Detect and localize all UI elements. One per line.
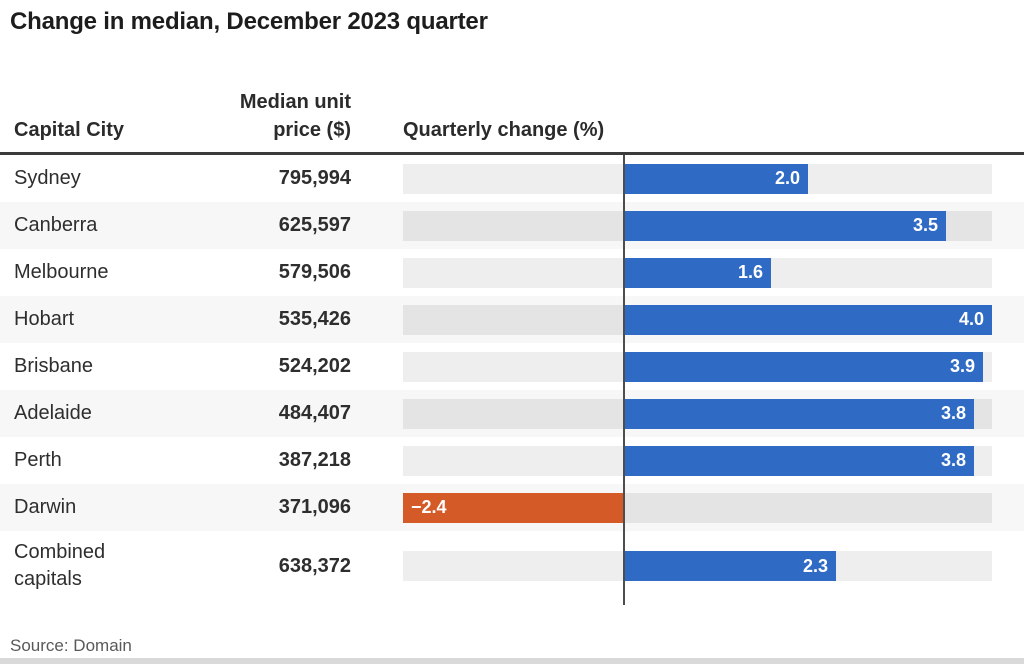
table-row: Melbourne 579,506 1.6	[0, 249, 1024, 296]
bar-track: 1.6	[403, 257, 992, 288]
change-value-label: 2.3	[802, 555, 828, 576]
price-value: 579,506	[278, 261, 351, 283]
bar-track: −2.4	[403, 492, 992, 523]
positive-change-bar: 4.0	[624, 304, 992, 335]
price-value: 524,202	[278, 355, 351, 377]
zero-baseline	[623, 155, 625, 605]
change-value-label: 1.6	[737, 262, 763, 282]
positive-change-bar: 3.5	[624, 210, 946, 241]
city-label: Canberra	[14, 214, 98, 236]
table-row: Perth 387,218 3.8	[0, 437, 1024, 484]
table-row: Brisbane 524,202 3.9	[0, 343, 1024, 390]
column-headers: Capital City Median unit price ($) Quart…	[0, 78, 1024, 152]
bar-track: 3.8	[403, 398, 992, 429]
positive-change-bar: 3.8	[624, 445, 974, 476]
header-median-unit-price-line1: Median unit	[239, 91, 351, 113]
price-value: 795,994	[278, 167, 351, 189]
bar-track: 4.0	[403, 304, 992, 335]
table-row: Sydney 795,994 2.0	[0, 155, 1024, 202]
change-value-label: −2.4	[411, 497, 447, 517]
positive-change-bar: 3.8	[624, 398, 974, 429]
price-value: 371,096	[278, 496, 351, 518]
city-label: Hobart	[14, 308, 75, 330]
city-label: Adelaide	[14, 402, 92, 424]
positive-change-bar: 1.6	[624, 257, 771, 288]
bar-track: 3.5	[403, 210, 992, 241]
header-median-unit-price-line2: price ($)	[273, 119, 351, 141]
price-value: 387,218	[278, 449, 351, 471]
change-value-label: 4.0	[958, 309, 984, 329]
change-value-label: 3.8	[940, 450, 966, 470]
bar-track: 3.9	[403, 351, 992, 382]
source-credit: Source: Domain	[10, 636, 132, 655]
price-value: 625,597	[278, 214, 351, 236]
header-rule	[0, 152, 1024, 155]
change-value-label: 3.5	[912, 215, 938, 235]
bar-track: 3.8	[403, 445, 992, 476]
bar-track: 2.3	[403, 551, 992, 581]
price-value: 638,372	[278, 554, 351, 577]
city-label: Brisbane	[14, 355, 93, 377]
change-value-label: 2.0	[774, 168, 800, 188]
header-quarterly-change: Quarterly change (%)	[403, 119, 605, 141]
positive-change-bar: 3.9	[624, 351, 983, 382]
city-label: Sydney	[14, 167, 81, 189]
table-row: Hobart 535,426 4.0	[0, 296, 1024, 343]
rows: Sydney 795,994 2.0 Canberra 625,597 3.5 Melbou…	[0, 155, 1024, 605]
change-value-label: 3.8	[940, 403, 966, 423]
city-label: Perth	[14, 449, 62, 471]
price-value: 484,407	[278, 402, 351, 424]
city-label: Combined capitals	[14, 541, 106, 590]
city-label: Darwin	[14, 496, 77, 518]
change-value-label: 3.9	[949, 356, 975, 376]
chart-title: Change in median, December 2023 quarter	[10, 8, 488, 35]
positive-change-bar: 2.3	[624, 551, 836, 581]
header-median-unit-price: Median unit price ($)	[240, 88, 351, 144]
bottom-border-strip	[0, 658, 1024, 664]
table-row: Canberra 625,597 3.5	[0, 202, 1024, 249]
table-row: Combined capitals 638,372 2.3	[0, 531, 1024, 601]
positive-change-bar: 2.0	[624, 163, 808, 194]
bar-track: 2.0	[403, 163, 992, 194]
negative-change-bar: −2.4	[403, 492, 624, 523]
header-capital-city: Capital City	[14, 119, 125, 141]
city-label: Melbourne	[14, 261, 109, 283]
price-value: 535,426	[278, 308, 351, 330]
table-row: Adelaide 484,407 3.8	[0, 390, 1024, 437]
table-row: Darwin 371,096 −2.4	[0, 484, 1024, 531]
